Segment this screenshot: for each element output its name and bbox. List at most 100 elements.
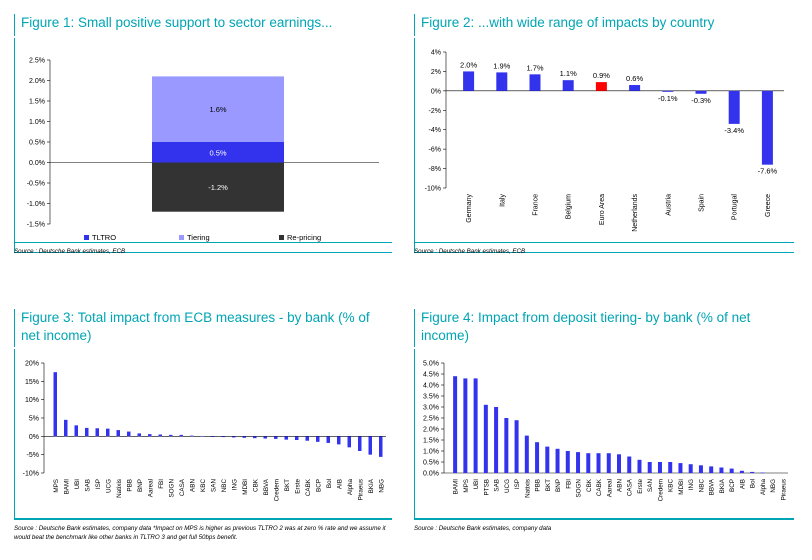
figure-3-bar [137, 433, 141, 437]
figure-3-bar [295, 436, 299, 440]
figure-1-y-tick-label: 1.0% [29, 119, 45, 126]
figure-2-category-label: Austria [665, 194, 672, 216]
figure-4-title-line-1: Figure 4: Impact from deposit tiering- b… [421, 310, 751, 325]
figure-2-category-label: Netherlands [632, 194, 639, 232]
figure-3-category-label: Erste [294, 479, 301, 494]
figure-4-panel: Figure 4: Impact from deposit tiering- b… [414, 309, 794, 554]
figure-3-bar [274, 436, 278, 439]
figure-3-bar [74, 425, 78, 437]
figure-4-chart: 5.0% 4.5% 4.0% 3.5% 3.0% 2.5% 2.0% 1.5% 1.0% 0.5%… [423, 361, 788, 501]
figure-3-category-label: Credem [273, 479, 280, 501]
figure-4-bar [483, 404, 488, 473]
figure-4-y-tick-label: 1.5% [423, 438, 439, 445]
figure-3-category-label: ISP [95, 479, 102, 489]
figure-4-category-label: BNP [555, 479, 562, 492]
figure-4-bar [678, 463, 683, 473]
figure-3-bar [379, 436, 383, 457]
figure-2-data-label: 0.6% [626, 74, 643, 83]
figure-4-category-label: Alpha [760, 479, 767, 496]
figure-4-bar [555, 448, 560, 473]
figure-4-category-label: SAB [494, 479, 501, 492]
figure-4-bar [637, 459, 642, 473]
figure-3-bar [242, 436, 246, 438]
figure-1-legend-label: Re-pricing [287, 233, 321, 242]
figure-3-bar [127, 431, 131, 437]
figure-4-category-label: CASA [627, 478, 634, 496]
figure-2-bar [662, 90, 674, 92]
figure-3-category-label: BKT [284, 479, 291, 491]
figure-3-y-tick-label: 0% [29, 434, 39, 441]
figure-3-bar [158, 434, 162, 437]
figure-3-y-tick-label: 20% [25, 361, 39, 368]
figure-4-category-label: Aareal [606, 479, 613, 497]
figure-3-bar [232, 436, 236, 438]
figure-2-bar [695, 90, 707, 94]
figure-2-y-tick-label: -4% [429, 127, 441, 134]
figure-2-bar [463, 71, 475, 91]
figure-4-y-tick-label: 2.0% [423, 427, 439, 434]
figure-4-bar [576, 452, 581, 473]
figure-2-data-label: 1.9% [493, 61, 510, 70]
figure-4-category-label: Natixis [524, 479, 531, 498]
figure-3-bar [337, 436, 341, 445]
figure-4-category-label: CBK [586, 478, 593, 492]
figure-2-panel: Figure 2: ...with wide range of impacts … [414, 14, 794, 262]
figure-1-legend-swatch [84, 235, 89, 240]
figure-1-panel: Figure 1: Small positive support to sect… [14, 14, 392, 262]
figure-3-chart-frame [14, 349, 392, 519]
figure-3-category-label: BBVA [263, 478, 270, 495]
figure-4-bar [586, 453, 591, 473]
figure-1-y-tick-label: -0.5% [27, 181, 45, 188]
figure-4-bar [698, 465, 703, 473]
figure-3-category-label: CBK [252, 478, 259, 492]
figure-1-y-tick-label: 1.5% [29, 99, 45, 106]
figure-1-y-tick-label: -1.5% [27, 222, 45, 229]
figure-3-category-label: Alpha [347, 479, 354, 496]
figure-3-bar [169, 434, 173, 437]
figure-1-y-tick-label: 2.0% [29, 78, 45, 85]
figure-3-bar [358, 436, 362, 451]
figure-3-category-label: UCG [105, 479, 112, 493]
figure-4-bar [617, 454, 621, 473]
figure-4-category-label: Bol [750, 479, 757, 488]
figure-4-category-label: SAN [647, 479, 654, 492]
figure-4-bar [739, 470, 744, 473]
figure-1-title-line: Figure 1: Small positive support to sect… [21, 15, 333, 30]
figure-4-category-label: SOGN [576, 479, 583, 498]
figure-4-category-label: MDBI [678, 479, 685, 495]
figure-4-bar [647, 462, 652, 473]
figure-4-category-label: NBG [770, 479, 777, 493]
figure-3-y-tick-label: -5% [27, 452, 39, 459]
figure-4-bar [524, 435, 529, 473]
figure-4-category-label: MPS [463, 479, 470, 493]
figure-3-y-tick-label: -10% [23, 471, 39, 478]
figure-4-y-tick-label: 3.5% [423, 394, 439, 401]
figure-1-legend-swatch [179, 235, 184, 240]
figure-3-y-tick-label: 15% [25, 379, 39, 386]
figure-4-category-label: BKT [545, 479, 552, 491]
figure-4-bar [668, 462, 673, 473]
figure-4-category-label: Erste [637, 479, 644, 494]
figure-2-category-label: Germany [466, 194, 473, 223]
figure-3-bar [116, 430, 120, 437]
figure-3-category-label: BNP [137, 479, 144, 492]
figure-4-chart-frame [414, 349, 794, 519]
figure-4-bar [709, 466, 714, 473]
figure-2-category-label: France [533, 194, 540, 216]
figure-4-bar [565, 451, 570, 473]
figure-4-bar [463, 378, 468, 473]
figure-4-y-tick-label: 2.5% [423, 416, 439, 423]
figure-1-source: Source : Deutsche Bank estimates, ECB [14, 242, 392, 256]
figure-4-category-label: BBVA [709, 478, 716, 495]
figure-3-category-label: MDBI [242, 479, 249, 495]
figure-2-data-label: -3.4% [724, 126, 744, 135]
figure-4-category-label: BAMI [453, 479, 460, 495]
figure-4-category-label: FBI [565, 479, 572, 489]
figure-4-category-label: NBC [698, 479, 705, 493]
figure-4-bar [494, 407, 499, 473]
figure-4-category-label: UCG [504, 479, 511, 493]
figure-1-legend-label: TLTRO [92, 233, 116, 242]
figure-4-bar [760, 472, 765, 474]
figure-2-category-label: Belgium [566, 194, 573, 219]
figure-1-bar-tltro [152, 142, 284, 163]
